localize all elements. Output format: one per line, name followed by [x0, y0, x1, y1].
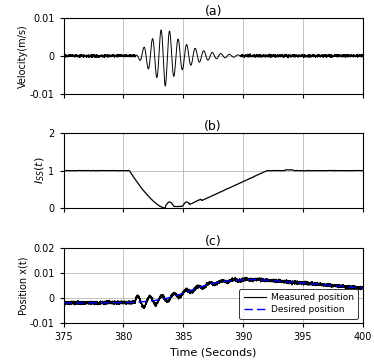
Legend: Measured position, Desired position: Measured position, Desired position	[239, 289, 358, 319]
Y-axis label: $I_{SS}(t)$: $I_{SS}(t)$	[33, 157, 47, 184]
Desired position	[361, 286, 365, 290]
Measured position	[244, 275, 248, 280]
Measured position	[361, 286, 365, 290]
Desired position	[253, 277, 257, 282]
Measured position	[61, 301, 66, 305]
X-axis label: Time (Seconds): Time (Seconds)	[170, 348, 256, 358]
Measured position	[285, 279, 289, 284]
Desired position	[176, 293, 180, 297]
Measured position	[256, 278, 261, 282]
Y-axis label: Position x(t): Position x(t)	[18, 256, 28, 315]
Measured position	[116, 302, 120, 306]
Line: Desired position: Desired position	[64, 280, 363, 303]
Desired position	[307, 281, 312, 286]
Desired position	[241, 278, 245, 282]
Desired position	[256, 277, 260, 282]
Measured position	[241, 280, 245, 284]
Measured position	[142, 306, 146, 311]
Title: (a): (a)	[205, 5, 222, 18]
Desired position	[285, 280, 289, 284]
Desired position	[116, 301, 120, 305]
Title: (b): (b)	[204, 120, 222, 133]
Measured position	[307, 282, 312, 287]
Desired position	[61, 301, 66, 305]
Line: Measured position: Measured position	[64, 277, 363, 309]
Measured position	[176, 294, 180, 298]
Title: (c): (c)	[205, 234, 221, 248]
Y-axis label: Velocity(m/s): Velocity(m/s)	[18, 24, 28, 88]
